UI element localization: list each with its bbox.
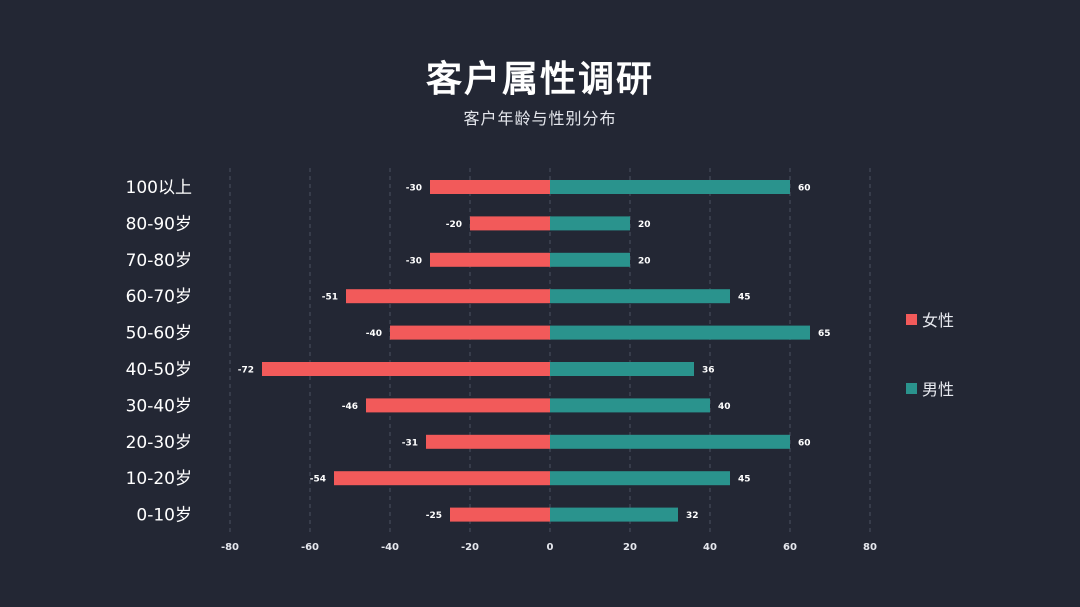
bar-value-label-male: 40: [718, 402, 731, 412]
x-tick-label: -80: [221, 542, 239, 553]
bar-value-label-female: -72: [238, 366, 254, 376]
category-label: 80-90岁: [126, 214, 192, 234]
bar-female[interactable]: [390, 325, 550, 340]
bar-value-label-female: -46: [342, 402, 358, 412]
legend-swatch-female: [906, 313, 917, 325]
category-label: 40-50岁: [126, 360, 192, 380]
x-tick-label: 40: [703, 542, 717, 553]
bar-female[interactable]: [334, 471, 550, 486]
bar-value-label-male: 45: [738, 475, 751, 485]
bar-value-label-female: -20: [446, 220, 462, 230]
y-axis-labels: 100以上 80-90岁 70-80岁 60-70岁 50-60岁 40-50岁 30-40…: [126, 178, 192, 526]
bar-male[interactable]: [550, 507, 678, 522]
bar-value-label-male: 20: [638, 256, 651, 266]
bar-female[interactable]: [470, 216, 550, 231]
bar-female[interactable]: [426, 434, 550, 449]
legend-item-female[interactable]: 女性: [906, 307, 954, 331]
chart-subtitle: 客户年龄与性别分布: [463, 109, 617, 128]
bar-value-label-male: 20: [638, 220, 651, 230]
bar-value-label-male: 32: [686, 511, 699, 521]
x-tick-label: -40: [381, 542, 399, 553]
category-label: 70-80岁: [126, 251, 192, 271]
bar-female[interactable]: [450, 507, 550, 522]
category-label: 10-20岁: [126, 469, 192, 489]
bar-value-label-male: 36: [702, 366, 715, 376]
chart-title: 客户属性调研: [425, 59, 654, 100]
bar-value-label-male: 45: [738, 293, 751, 303]
category-label: 0-10岁: [136, 506, 192, 526]
bar-value-label-female: -30: [406, 256, 422, 266]
bar-female[interactable]: [430, 180, 550, 194]
bar-male[interactable]: [550, 289, 730, 304]
legend-label-female: 女性: [922, 311, 955, 330]
bar-male[interactable]: [550, 325, 810, 340]
bar-male[interactable]: [550, 362, 694, 376]
x-tick-label: 20: [623, 542, 637, 553]
x-tick-label: 80: [863, 542, 877, 553]
x-axis-labels: -80 -60 -40 -20 0 20 40 60 80: [221, 542, 877, 553]
category-label: 30-40岁: [126, 396, 192, 416]
bar-value-label-male: 60: [798, 438, 811, 448]
bar-value-label-female: -25: [426, 511, 442, 521]
x-tick-label: -20: [461, 542, 479, 553]
bar-male[interactable]: [550, 180, 790, 194]
bar-value-label-female: -51: [322, 293, 338, 303]
bar-female[interactable]: [346, 289, 550, 304]
bar-value-label-female: -54: [310, 475, 326, 485]
x-tick-label: 60: [783, 542, 797, 553]
category-label: 20-30岁: [126, 433, 192, 453]
bars: -30 60 -20 20 -30 20 -51 45 -40 65 -72 36 -46 40 -31 60…: [238, 180, 831, 522]
bar-value-label-male: 60: [798, 184, 811, 194]
bar-value-label-female: -40: [366, 329, 382, 339]
bar-value-label-female: -31: [402, 438, 418, 448]
category-label: 60-70岁: [126, 287, 192, 307]
bar-male[interactable]: [550, 216, 630, 231]
bar-male[interactable]: [550, 398, 710, 413]
legend-swatch-male: [906, 382, 917, 394]
bar-value-label-male: 65: [818, 329, 831, 339]
bar-female[interactable]: [366, 398, 550, 413]
legend-item-male[interactable]: 男性: [906, 376, 954, 400]
bar-female[interactable]: [262, 362, 550, 376]
legend-label-male: 男性: [922, 380, 955, 399]
x-tick-label: -60: [301, 542, 319, 553]
bar-male[interactable]: [550, 471, 730, 486]
category-label: 50-60岁: [126, 324, 192, 344]
bar-male[interactable]: [550, 434, 790, 449]
bar-male[interactable]: [550, 252, 630, 267]
category-label: 100以上: [126, 178, 192, 198]
bar-value-label-female: -30: [406, 184, 422, 194]
x-tick-label: 0: [547, 542, 554, 553]
bar-female[interactable]: [430, 252, 550, 267]
